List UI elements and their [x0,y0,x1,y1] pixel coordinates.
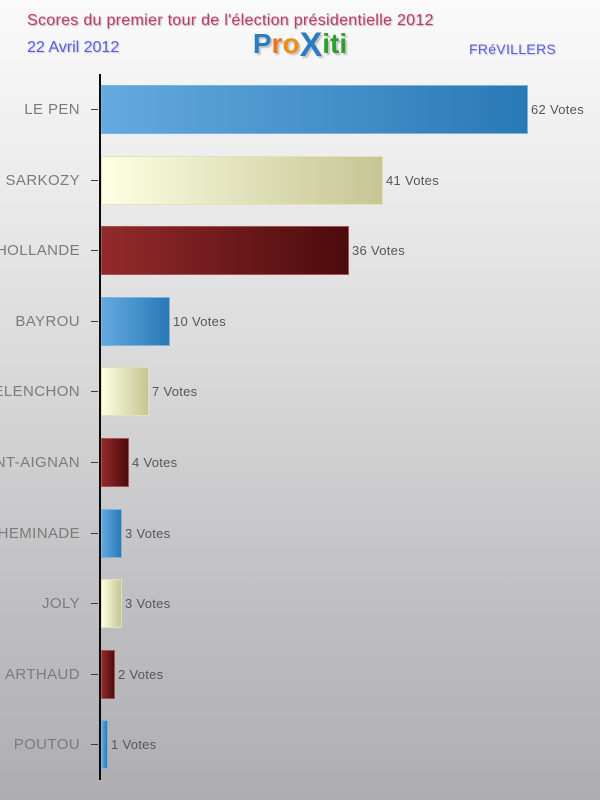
value-label: 41 Votes [386,172,439,188]
value-label: 36 Votes [352,243,405,259]
value-label: 3 Votes [125,525,171,541]
category-label: DUPONT-AIGNAN [0,454,80,471]
category-label: LE PEN [24,101,80,118]
value-label: 1 Votes [111,737,157,753]
axis-tick-mark [91,250,98,252]
bar-chart: LE PEN 62 Votes SARKOZY 41 Votes HOLLANDE 36 … [0,74,595,780]
logo-letter: t [330,28,340,59]
bar-row: SARKOZY 41 Votes [6,155,439,205]
value-label: 62 Votes [531,102,584,117]
axis-tick-mark [91,603,98,605]
date-label: 22 Avril 2012 [27,39,120,56]
bar [101,367,149,417]
logo-letter: r [271,28,283,59]
bar-row: HOLLANDE 36 Votes [0,226,405,276]
bar-row: LE PEN 62 Votes [24,85,584,134]
category-label: BAYROU [15,312,80,330]
category-label: POUTOU [13,736,80,754]
category-label: CHEMINADE [0,524,80,542]
bar-row: DUPONT-AIGNAN 4 Votes [0,438,178,487]
bar [101,579,122,629]
value-label: 10 Votes [173,313,226,329]
axis-tick-mark [91,320,98,322]
category-label: ARTHAUD [4,665,80,683]
axis-tick-mark [91,391,98,393]
bar [101,508,122,558]
axis-tick-mark [91,744,98,746]
bar-row: POUTOU 1 Votes [14,720,157,770]
bar [101,720,108,770]
value-label: 3 Votes [125,596,171,612]
category-label: JOLY [41,595,80,613]
location-label: FRéVILLERS [468,41,556,57]
bar [101,155,383,205]
category-label: MELENCHON [0,383,80,401]
axis-tick-mark [91,532,98,534]
bar [101,85,528,134]
value-label: 2 Votes [118,666,164,682]
bar [101,296,170,346]
logo-letter: i [322,28,331,59]
bar [101,649,115,699]
category-label: SARKOZY [5,171,80,189]
bar-row: MELENCHON 7 Votes [0,367,198,417]
value-label: 7 Votes [152,384,198,400]
bar-row: ARTHAUD 2 Votes [5,649,164,699]
axis-tick-mark [91,179,98,181]
logo-letter: o [282,28,300,59]
bar [101,226,349,276]
bar-row: CHEMINADE 3 Votes [0,508,171,558]
page-title: Scores du premier tour de l'élection pré… [27,12,434,29]
logo-letter: P [252,28,272,59]
axis-tick-mark [91,673,98,675]
category-label: HOLLANDE [0,242,80,260]
proxiti-logo[interactable]: ProXiti [0,27,600,62]
bar [101,438,129,487]
axis-tick-mark [91,462,98,463]
value-label: 4 Votes [132,455,178,470]
logo-letter: i [339,28,348,59]
bar-row: BAYROU 10 Votes [15,296,226,346]
logo-letter: X [299,26,323,64]
axis-tick-mark [91,109,98,110]
bar-row: JOLY 3 Votes [42,579,171,629]
